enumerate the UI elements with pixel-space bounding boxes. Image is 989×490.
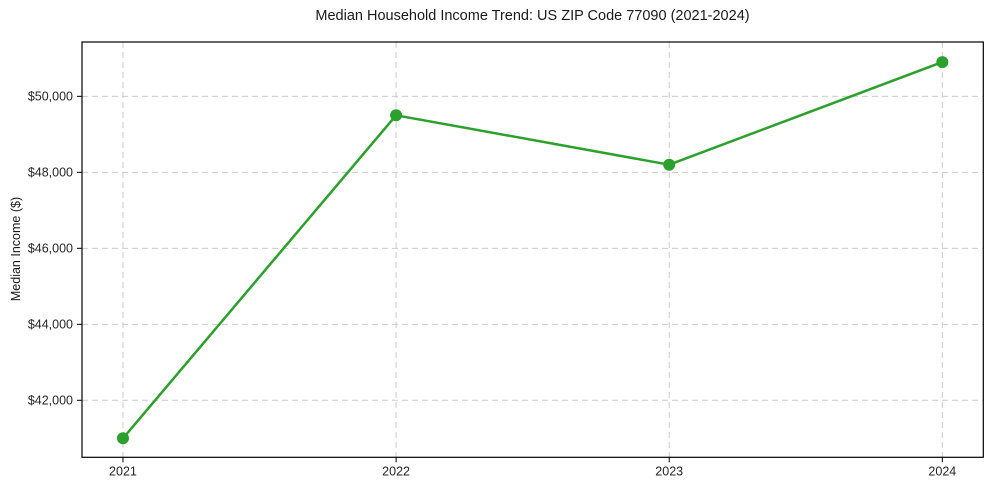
y-tick-label: $48,000 bbox=[28, 166, 73, 180]
x-tick-label: 2022 bbox=[382, 464, 410, 478]
plot-frame bbox=[81, 41, 984, 458]
data-point-2023 bbox=[663, 158, 676, 171]
data-point-2022 bbox=[390, 109, 403, 122]
chart-title: Median Household Income Trend: US ZIP Co… bbox=[315, 8, 750, 24]
data-point-2021 bbox=[117, 432, 129, 445]
y-tick-label: $44,000 bbox=[28, 318, 73, 332]
x-tick-label: 2021 bbox=[109, 464, 137, 478]
data-point-2024 bbox=[936, 56, 949, 69]
trend-line bbox=[121, 60, 944, 440]
y-tick-label: $46,000 bbox=[28, 242, 73, 256]
x-tick-label: 2023 bbox=[655, 464, 683, 478]
y-tick-label: $50,000 bbox=[28, 90, 73, 104]
x-tick-label: 2024 bbox=[928, 464, 956, 478]
y-tick-label: $42,000 bbox=[28, 394, 73, 408]
